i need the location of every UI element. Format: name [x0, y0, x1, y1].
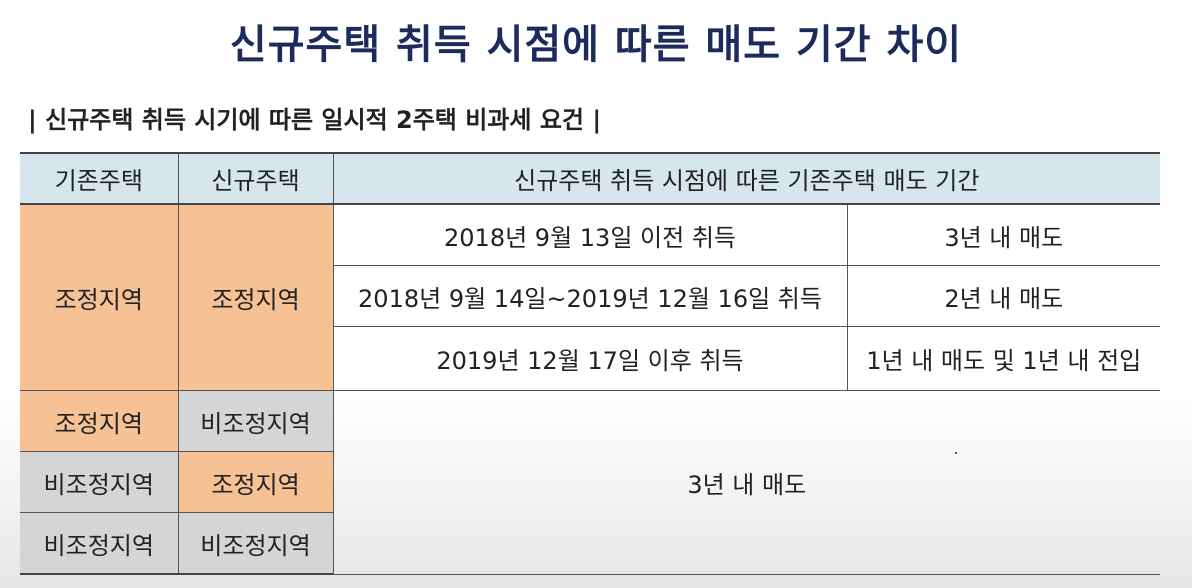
new-type-cell: 조정지역	[177, 451, 333, 513]
header-sale-period: 신규주택 취득 시점에 따른 기존주택 매도 기간	[332, 152, 1161, 205]
table-row: 조정지역 비조정지역 3년 내 매도	[20, 390, 1161, 575]
existing-type-cell: 비조정지역	[20, 512, 179, 575]
table-row: 2018년 9월 14일~2019년 12월 16일 취득 2년 내 매도	[20, 265, 1161, 327]
sale-deadline-cell: 3년 내 매도	[846, 203, 1161, 266]
new-type-cell: 비조정지역	[177, 512, 333, 575]
table-row: 비조정지역 조정지역	[20, 451, 1160, 513]
header-new-house: 신규주택	[177, 152, 334, 205]
table-row: 비조정지역 비조정지역	[20, 512, 1160, 575]
stray-dot	[955, 452, 957, 454]
merged-sale-deadline-cell: 3년 내 매도	[332, 390, 1161, 575]
acquisition-period-cell: 2018년 9월 14일~2019년 12월 16일 취득	[333, 265, 848, 327]
table-row: 2019년 12월 17일 이후 취득 1년 내 매도 및 1년 내 전입	[20, 326, 1161, 391]
tax-exemption-table: 기존주택 신규주택 신규주택 취득 시점에 따른 기존주택 매도 기간 조정지역…	[20, 152, 1161, 575]
existing-type-cell: 비조정지역	[20, 451, 179, 513]
new-type-cell: 비조정지역	[177, 390, 334, 452]
acquisition-period-cell: 2019년 12월 17일 이후 취득	[333, 326, 848, 391]
sale-deadline-cell: 1년 내 매도 및 1년 내 전입	[846, 326, 1161, 391]
existing-type-cell: 조정지역	[20, 390, 179, 452]
header-existing-house: 기존주택	[20, 152, 179, 205]
new-adjusted-cell: 조정지역	[177, 203, 334, 391]
acquisition-period-cell: 2018년 9월 13일 이전 취득	[332, 203, 848, 266]
table-row: 조정지역 조정지역 2018년 9월 13일 이전 취득 3년 내 매도	[20, 203, 1161, 391]
table-subtitle: | 신규주택 취득 시기에 따른 일시적 2주택 비과세 요건 |	[28, 106, 602, 134]
page-title: 신규주택 취득 시점에 따른 매도 기간 차이	[229, 22, 963, 68]
sale-deadline-cell: 2년 내 매도	[846, 265, 1161, 327]
table-header-row: 기존주택 신규주택 신규주택 취득 시점에 따른 기존주택 매도 기간	[20, 152, 1161, 205]
existing-adjusted-cell: 조정지역	[20, 203, 179, 391]
